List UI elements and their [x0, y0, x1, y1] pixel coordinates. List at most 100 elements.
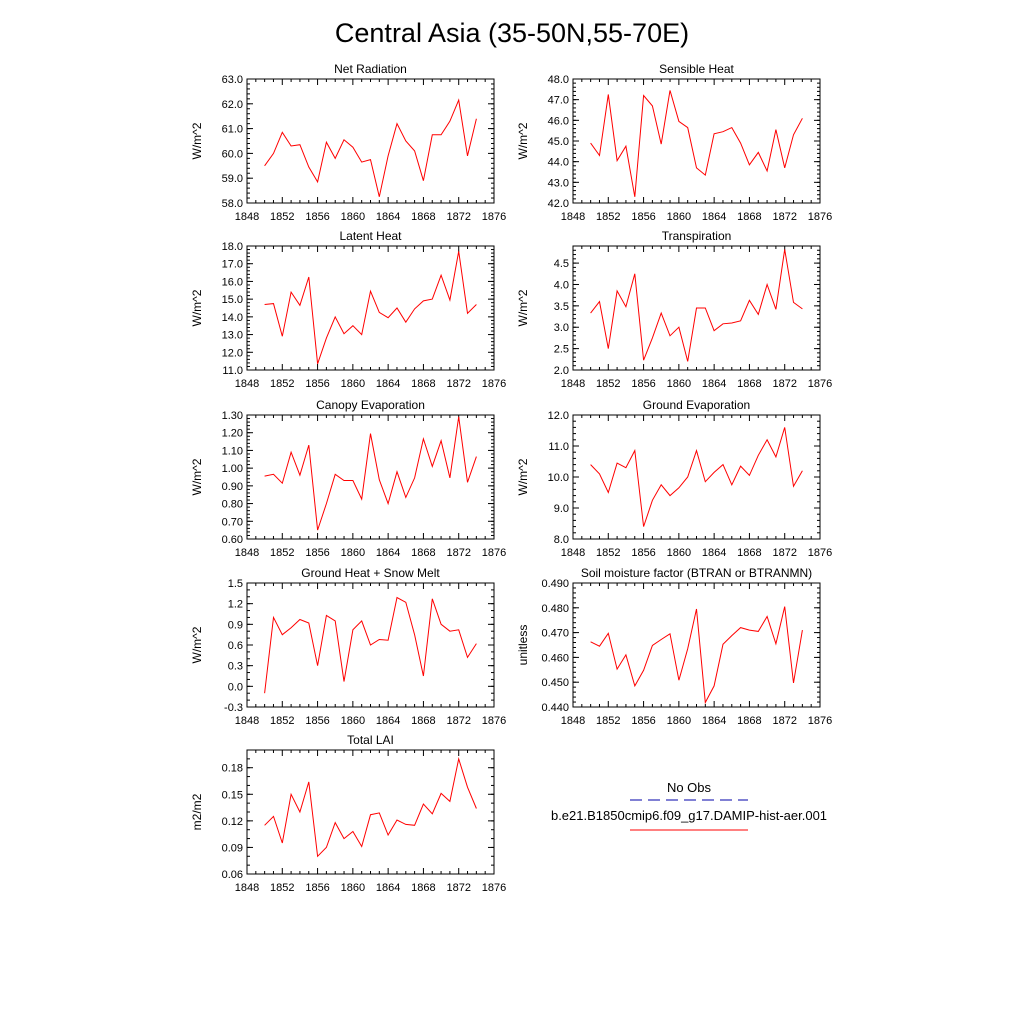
y-tick-label: 14.0 [222, 312, 243, 324]
y-axis-label: m2/m2 [190, 793, 204, 830]
y-tick-label: 48.0 [548, 74, 569, 86]
x-tick-label: 1860 [667, 547, 691, 559]
y-axis-label: W/m^2 [516, 122, 530, 159]
x-tick-label: 1872 [446, 547, 470, 559]
x-tick-label: 1864 [376, 211, 400, 223]
y-tick-label: 0.450 [541, 677, 569, 689]
plot-frame [246, 78, 495, 204]
x-tick-label: 1868 [411, 715, 435, 727]
x-tick-label: 1872 [772, 715, 796, 727]
chart-title: Net Radiation [334, 62, 407, 76]
chart-transpiration: Transpiration W/m^2 1848 1852 1856 1860 1864 18… [516, 229, 832, 390]
y-tick-label: 12.0 [548, 410, 569, 422]
y-tick-label: 15.0 [222, 294, 243, 306]
x-tick-label: 1856 [631, 715, 655, 727]
x-tick-label: 1868 [411, 547, 435, 559]
chart-title: Ground Evaporation [643, 398, 750, 412]
series-line [264, 251, 477, 364]
x-tick-label: 1864 [376, 882, 400, 894]
chart-title: Sensible Heat [659, 62, 734, 76]
x-tick-label: 1852 [270, 882, 294, 894]
chart-title: Canopy Evaporation [316, 398, 425, 412]
x-tick-label: 1872 [772, 378, 796, 390]
chart-title: Transpiration [662, 229, 732, 243]
plot-frame [572, 78, 821, 204]
x-tick-label: 1876 [482, 547, 506, 559]
y-tick-label: 1.20 [222, 428, 243, 440]
y-tick-label: 1.2 [228, 599, 243, 611]
y-axis-label: W/m^2 [190, 626, 204, 663]
chart-canopy-evaporation: Canopy Evaporation W/m^2 1848 1852 1856 1860 1… [190, 398, 506, 559]
x-tick-label: 1860 [667, 715, 691, 727]
y-tick-label: 0.15 [222, 789, 243, 801]
y-tick-label: 0.60 [222, 534, 243, 546]
x-tick-label: 1848 [561, 211, 585, 223]
y-tick-label: 2.5 [554, 344, 569, 356]
legend-model-label: b.e21.B1850cmip6.f09_g17.DAMIP-hist-aer.… [551, 808, 827, 823]
y-axis-label: W/m^2 [190, 122, 204, 159]
y-tick-label: 63.0 [222, 74, 243, 86]
x-tick-label: 1868 [411, 378, 435, 390]
x-tick-label: 1864 [702, 211, 726, 223]
x-tick-label: 1876 [808, 378, 832, 390]
y-tick-label: 9.0 [554, 503, 569, 515]
chart-title: Ground Heat + Snow Melt [301, 566, 440, 580]
x-tick-label: 1860 [341, 715, 365, 727]
x-tick-label: 1856 [305, 378, 329, 390]
x-tick-label: 1876 [482, 211, 506, 223]
x-tick-label: 1864 [702, 378, 726, 390]
series-line [590, 90, 803, 197]
y-tick-label: 45.0 [548, 136, 569, 148]
y-tick-label: 0.480 [541, 603, 569, 615]
charts-group: Net Radiation W/m^2 1848 1852 1856 1860 1864 18… [190, 62, 832, 894]
x-tick-label: 1876 [808, 211, 832, 223]
x-tick-label: 1860 [341, 882, 365, 894]
x-tick-label: 1876 [808, 715, 832, 727]
y-tick-label: 3.5 [554, 301, 569, 313]
x-tick-label: 1860 [341, 547, 365, 559]
x-tick-label: 1856 [305, 211, 329, 223]
y-tick-label: 0.440 [541, 702, 569, 714]
x-tick-label: 1856 [631, 211, 655, 223]
x-tick-label: 1848 [235, 547, 259, 559]
y-tick-label: 58.0 [222, 198, 243, 210]
y-axis-label: W/m^2 [516, 458, 530, 495]
y-tick-label: 0.9 [228, 619, 243, 631]
y-tick-label: 60.0 [222, 148, 243, 160]
y-tick-label: 0.80 [222, 499, 243, 511]
x-tick-label: 1872 [446, 211, 470, 223]
y-tick-label: 17.0 [222, 259, 243, 271]
x-tick-label: 1868 [737, 715, 761, 727]
x-tick-label: 1848 [561, 547, 585, 559]
legend-obs-label: No Obs [667, 780, 712, 795]
x-tick-label: 1868 [737, 211, 761, 223]
y-tick-label: 0.70 [222, 516, 243, 528]
y-tick-label: 8.0 [554, 534, 569, 546]
x-tick-label: 1860 [341, 211, 365, 223]
y-tick-label: 43.0 [548, 177, 569, 189]
y-tick-label: 46.0 [548, 115, 569, 127]
y-tick-label: 1.00 [222, 463, 243, 475]
series-line [264, 756, 477, 858]
series-line [264, 416, 477, 531]
y-tick-label: 13.0 [222, 330, 243, 342]
y-tick-label: 11.0 [222, 365, 243, 377]
x-tick-label: 1852 [596, 378, 620, 390]
x-tick-label: 1848 [235, 211, 259, 223]
y-tick-label: 4.0 [554, 279, 569, 291]
x-tick-label: 1868 [737, 547, 761, 559]
y-tick-label: 4.5 [554, 258, 569, 270]
x-tick-label: 1860 [667, 211, 691, 223]
series-line [264, 98, 477, 197]
y-tick-label: 10.0 [548, 472, 569, 484]
x-tick-label: 1872 [446, 882, 470, 894]
series-line [590, 606, 803, 705]
x-tick-label: 1852 [270, 715, 294, 727]
x-tick-label: 1872 [446, 378, 470, 390]
y-tick-label: 0.3 [228, 661, 243, 673]
legend: No Obs b.e21.B1850cmip6.f09_g17.DAMIP-hi… [551, 780, 827, 831]
y-tick-label: 42.0 [548, 198, 569, 210]
x-tick-label: 1872 [772, 547, 796, 559]
x-tick-label: 1864 [702, 715, 726, 727]
x-tick-label: 1848 [235, 882, 259, 894]
